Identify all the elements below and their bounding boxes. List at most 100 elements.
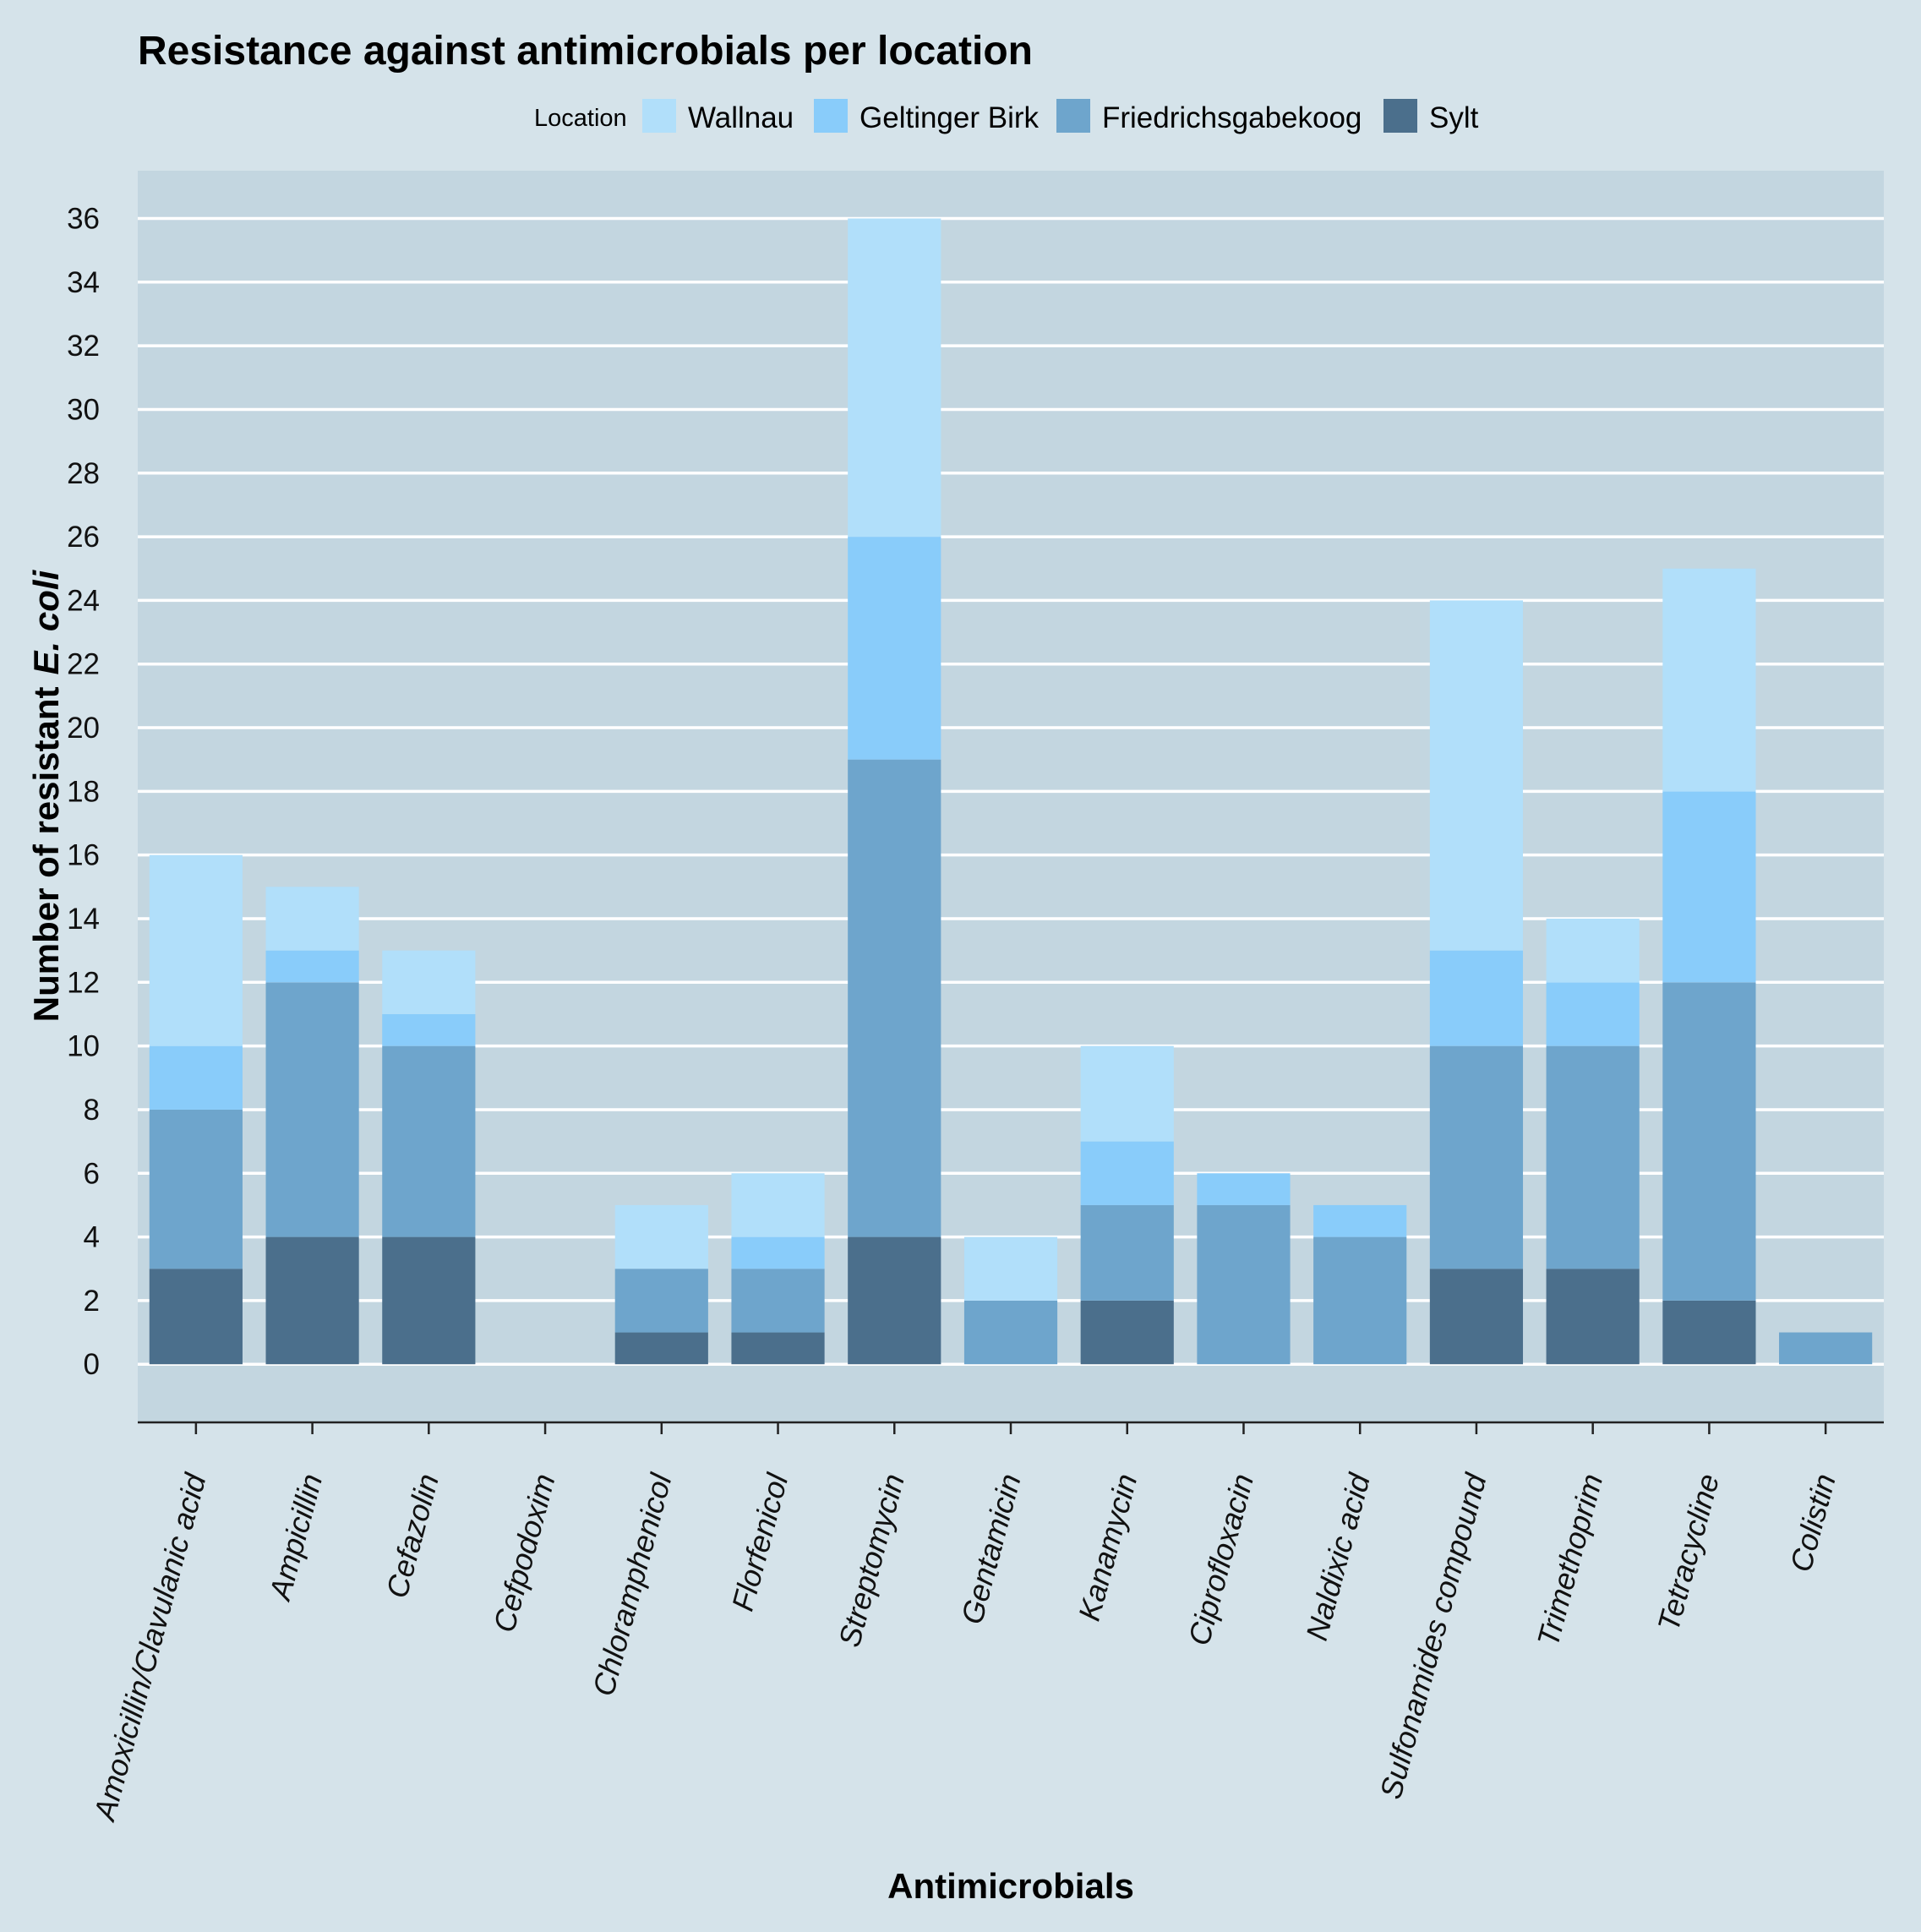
bar-segment-geltinger-birk: [1546, 982, 1640, 1046]
bar-segment-wallnau: [265, 887, 359, 951]
x-tick-label-ampicillin: Ampicillin: [262, 1470, 329, 1604]
chart-title: Resistance against antimicrobials per lo…: [138, 29, 1033, 74]
x-tick-label-amoxicillin-clavulanic-acid: Amoxicillin/Clavulanic acid: [86, 1470, 213, 1826]
y-tick-label: 32: [67, 330, 100, 363]
x-tick-label-naldixic-acid: Naldixic acid: [1299, 1470, 1377, 1645]
y-axis-title-prefix: Number of resistant: [26, 686, 66, 1022]
x-tick-label-sulfonamides-compound: Sulfonamides compound: [1373, 1470, 1493, 1803]
y-tick-label: 34: [67, 266, 100, 299]
bar-group-kanamycin: [1080, 1045, 1174, 1365]
bar-segment-friedrichsgabekoog: [1080, 1204, 1174, 1301]
bar-group-trimethoprim: [1546, 918, 1640, 1365]
bar-segment-geltinger-birk: [1313, 1204, 1407, 1237]
bar-segment-wallnau: [1429, 600, 1524, 951]
bars: [149, 218, 1873, 1365]
x-tick-label-colistin: Colistin: [1783, 1470, 1842, 1575]
bar-segment-wallnau: [1080, 1045, 1174, 1142]
bar-segment-friedrichsgabekoog: [1779, 1332, 1873, 1365]
bar-segment-friedrichsgabekoog: [731, 1269, 825, 1333]
bar-segment-geltinger-birk: [382, 1013, 476, 1046]
bar-group-gentamicin: [963, 1236, 1058, 1365]
legend-title: Location: [534, 105, 627, 132]
x-tick-label-trimethoprim: Trimethoprim: [1531, 1470, 1610, 1650]
bar-group-chloramphenicol: [614, 1204, 708, 1365]
bar-segment-wallnau: [731, 1173, 825, 1237]
bar-segment-sylt: [614, 1332, 708, 1365]
legend-label-geltinger-birk: Geltinger Birk: [860, 101, 1040, 134]
bar-segment-wallnau: [382, 950, 476, 1014]
bar-segment-friedrichsgabekoog: [848, 759, 941, 1237]
x-tick-label-tetracycline: Tetracycline: [1651, 1470, 1726, 1635]
x-tick-label-ciprofloxacin: Ciprofloxacin: [1182, 1470, 1260, 1649]
bar-group-ampicillin: [265, 887, 359, 1365]
legend-label-friedrichsgabekoog: Friedrichsgabekoog: [1102, 101, 1362, 134]
x-tick-label-kanamycin: Kanamycin: [1072, 1470, 1144, 1624]
legend-swatch-wallnau: [642, 99, 676, 133]
bar-segment-sylt: [1080, 1300, 1174, 1365]
y-tick-label: 26: [67, 521, 100, 554]
bar-segment-wallnau: [1662, 568, 1756, 792]
bar-segment-friedrichsgabekoog: [963, 1300, 1058, 1365]
bar-group-sulfonamides-compound: [1429, 600, 1524, 1365]
bar-segment-friedrichsgabekoog: [265, 982, 359, 1237]
y-tick-label: 4: [84, 1221, 100, 1254]
bar-segment-sylt: [848, 1236, 941, 1365]
x-tick-label-gentamicin: Gentamicin: [954, 1470, 1028, 1627]
y-tick-label: 8: [84, 1094, 100, 1127]
bar-segment-geltinger-birk: [848, 537, 941, 760]
y-tick-label: 0: [84, 1348, 100, 1381]
x-tick-label-cefpodoxim: Cefpodoxim: [486, 1470, 561, 1635]
bar-segment-sylt: [1429, 1269, 1524, 1365]
y-axis-title-italic: E. coli: [26, 569, 66, 674]
y-tick-label: 30: [67, 393, 100, 426]
bar-segment-wallnau: [614, 1204, 708, 1269]
bar-segment-wallnau: [1546, 918, 1640, 983]
bar-group-tetracycline: [1662, 568, 1756, 1365]
legend: Location Wallnau Geltinger Birk Friedric…: [534, 99, 1479, 134]
bar-segment-friedrichsgabekoog: [1197, 1204, 1291, 1365]
x-tick-label-cefazolin: Cefazolin: [379, 1470, 445, 1602]
y-tick-label: 12: [67, 966, 100, 999]
legend-swatch-friedrichsgabekoog: [1056, 99, 1090, 133]
x-tick-label-streptomycin: Streptomycin: [832, 1470, 911, 1651]
bar-segment-wallnau: [149, 854, 243, 1046]
bar-group-colistin: [1779, 1332, 1873, 1365]
x-axis-title: Antimicrobials: [887, 1866, 1134, 1906]
bar-group-amoxicillin-clavulanic-acid: [149, 854, 243, 1365]
legend-swatch-geltinger-birk: [814, 99, 848, 133]
bar-segment-sylt: [382, 1236, 476, 1365]
bar-group-florfenicol: [731, 1173, 825, 1365]
y-tick-label: 24: [67, 584, 100, 617]
y-tick-label: 18: [67, 775, 100, 808]
y-tick-label: 36: [67, 202, 100, 235]
legend-label-wallnau: Wallnau: [688, 101, 794, 134]
bar-segment-sylt: [1662, 1300, 1756, 1365]
y-tick-label: 10: [67, 1030, 100, 1063]
y-tick-label: 14: [67, 903, 100, 936]
bar-group-naldixic-acid: [1313, 1204, 1407, 1365]
bar-group-streptomycin: [848, 218, 941, 1365]
bar-segment-wallnau: [963, 1236, 1058, 1301]
bar-segment-geltinger-birk: [1080, 1141, 1174, 1205]
y-tick-label: 2: [84, 1285, 100, 1318]
legend-swatch-sylt: [1383, 99, 1417, 133]
bar-segment-geltinger-birk: [1662, 791, 1756, 983]
bar-segment-sylt: [265, 1236, 359, 1365]
y-tick-label: 6: [84, 1157, 100, 1190]
bar-segment-friedrichsgabekoog: [1429, 1045, 1524, 1269]
bar-segment-geltinger-birk: [265, 950, 359, 983]
bar-segment-sylt: [149, 1269, 243, 1365]
bar-group-ciprofloxacin: [1197, 1173, 1291, 1365]
x-tick-label-florfenicol: Florfenicol: [725, 1469, 795, 1614]
y-tick-label: 22: [67, 648, 100, 681]
bar-segment-geltinger-birk: [149, 1045, 243, 1110]
bar-segment-geltinger-birk: [1429, 950, 1524, 1046]
bar-segment-geltinger-birk: [1197, 1173, 1291, 1205]
bar-segment-sylt: [1546, 1269, 1640, 1365]
y-tick-label: 16: [67, 839, 100, 872]
bar-segment-friedrichsgabekoog: [1313, 1236, 1407, 1365]
bar-segment-friedrichsgabekoog: [614, 1269, 708, 1333]
bar-segment-geltinger-birk: [731, 1236, 825, 1269]
